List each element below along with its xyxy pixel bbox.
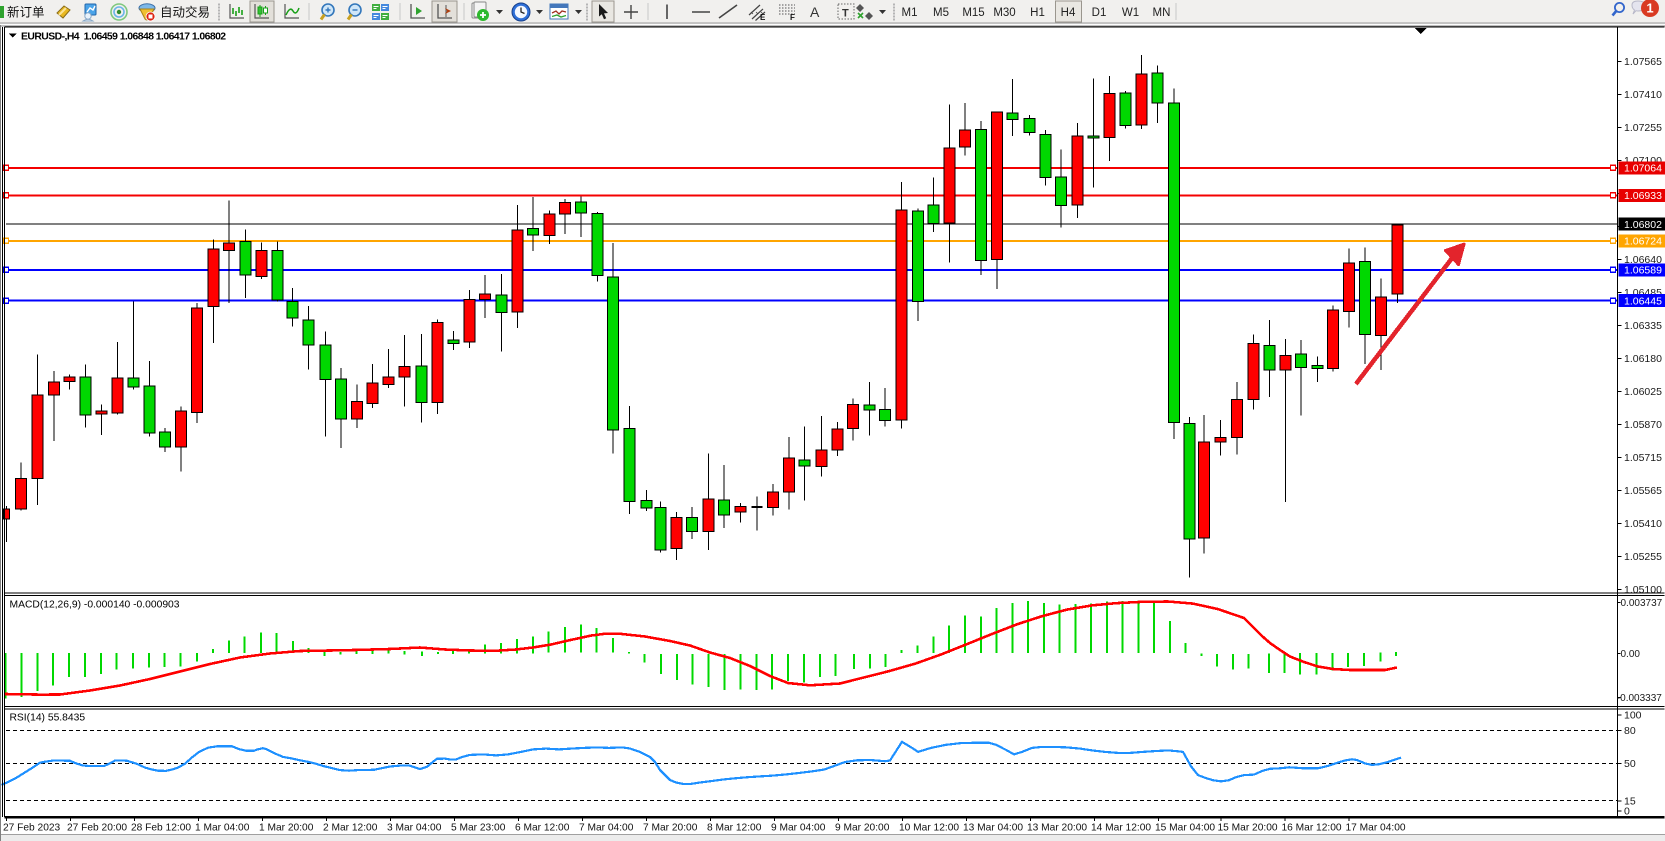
svg-text:1.06335: 1.06335 (1624, 320, 1662, 332)
svg-text:2 Mar 12:00: 2 Mar 12:00 (323, 823, 378, 834)
svg-text:100: 100 (1624, 709, 1642, 721)
svg-text:-0.003337: -0.003337 (1617, 693, 1662, 704)
svg-text:H1: H1 (1030, 7, 1045, 19)
svg-text:1.05870: 1.05870 (1624, 419, 1662, 431)
svg-text:7 Mar 04:00: 7 Mar 04:00 (579, 823, 634, 834)
svg-text:0: 0 (1624, 806, 1630, 818)
svg-text:1.07255: 1.07255 (1624, 122, 1662, 134)
svg-text:RSI(14) 55.8435: RSI(14) 55.8435 (10, 713, 86, 724)
svg-text:1.07565: 1.07565 (1624, 56, 1662, 68)
svg-text:T: T (842, 8, 849, 20)
svg-text:0.003737: 0.003737 (1621, 598, 1663, 609)
svg-text:F: F (790, 13, 795, 22)
svg-text:EURUSD-,H4 1.06459 1.06848 1.: EURUSD-,H4 1.06459 1.06848 1.06417 1.068… (21, 32, 226, 43)
svg-text:1.06724: 1.06724 (1624, 236, 1662, 248)
svg-text:1 Mar 20:00: 1 Mar 20:00 (259, 823, 314, 834)
svg-text:W1: W1 (1122, 7, 1139, 19)
svg-text:M15: M15 (962, 7, 984, 19)
svg-text:15: 15 (1624, 795, 1636, 807)
svg-text:17 Mar 04:00: 17 Mar 04:00 (1346, 823, 1406, 834)
svg-text:15 Mar 04:00: 15 Mar 04:00 (1155, 823, 1215, 834)
svg-text:5 Mar 23:00: 5 Mar 23:00 (451, 823, 506, 834)
svg-text:1.05100: 1.05100 (1624, 584, 1662, 596)
svg-text:1.06933: 1.06933 (1624, 190, 1662, 202)
svg-text:8 Mar 12:00: 8 Mar 12:00 (707, 823, 762, 834)
svg-text:H4: H4 (1061, 7, 1076, 19)
svg-text:1.06589: 1.06589 (1624, 265, 1662, 277)
svg-text:13 Mar 20:00: 13 Mar 20:00 (1027, 823, 1087, 834)
svg-text:M5: M5 (933, 7, 949, 19)
svg-text:9 Mar 20:00: 9 Mar 20:00 (835, 823, 890, 834)
svg-text:A: A (810, 4, 820, 20)
svg-text:1.05255: 1.05255 (1624, 551, 1662, 563)
svg-text:1.05410: 1.05410 (1624, 518, 1662, 530)
svg-text:14 Mar 12:00: 14 Mar 12:00 (1091, 823, 1151, 834)
svg-text:10 Mar 12:00: 10 Mar 12:00 (899, 823, 959, 834)
svg-text:27 Feb 20:00: 27 Feb 20:00 (67, 823, 127, 834)
svg-text:28 Feb 12:00: 28 Feb 12:00 (131, 823, 191, 834)
svg-text:1.06802: 1.06802 (1624, 219, 1662, 231)
svg-text:1.05715: 1.05715 (1624, 452, 1662, 464)
svg-text:1.07064: 1.07064 (1624, 163, 1662, 175)
svg-text:E: E (760, 13, 766, 22)
svg-text:13 Mar 04:00: 13 Mar 04:00 (963, 823, 1023, 834)
svg-text:0.00: 0.00 (1621, 649, 1641, 660)
svg-text:16 Mar 12:00: 16 Mar 12:00 (1282, 823, 1342, 834)
svg-text:M30: M30 (993, 7, 1015, 19)
svg-text:1.05565: 1.05565 (1624, 485, 1662, 497)
svg-text:1.06180: 1.06180 (1624, 353, 1662, 365)
svg-text:MACD(12,26,9) -0.000140 -0.000: MACD(12,26,9) -0.000140 -0.000903 (10, 600, 180, 611)
svg-text:自动交易: 自动交易 (160, 5, 210, 20)
svg-text:D1: D1 (1092, 7, 1107, 19)
svg-text:80: 80 (1624, 725, 1636, 737)
svg-text:新订单: 新订单 (7, 5, 45, 20)
svg-text:MN: MN (1153, 7, 1171, 19)
svg-text:1 Mar 04:00: 1 Mar 04:00 (195, 823, 250, 834)
svg-text:1: 1 (1646, 1, 1653, 16)
svg-text:3 Mar 04:00: 3 Mar 04:00 (387, 823, 442, 834)
svg-text:1.07410: 1.07410 (1624, 89, 1662, 101)
svg-text:1.06445: 1.06445 (1624, 295, 1662, 307)
svg-text:15 Mar 20:00: 15 Mar 20:00 (1218, 823, 1278, 834)
svg-text:6 Mar 12:00: 6 Mar 12:00 (515, 823, 570, 834)
svg-text:27 Feb 2023: 27 Feb 2023 (3, 823, 61, 834)
svg-text:50: 50 (1624, 758, 1636, 770)
svg-text:1.06025: 1.06025 (1624, 386, 1662, 398)
svg-text:9 Mar 04:00: 9 Mar 04:00 (771, 823, 826, 834)
svg-text:1.06640: 1.06640 (1624, 254, 1662, 266)
svg-text:7 Mar 20:00: 7 Mar 20:00 (643, 823, 698, 834)
svg-text:M1: M1 (902, 7, 918, 19)
